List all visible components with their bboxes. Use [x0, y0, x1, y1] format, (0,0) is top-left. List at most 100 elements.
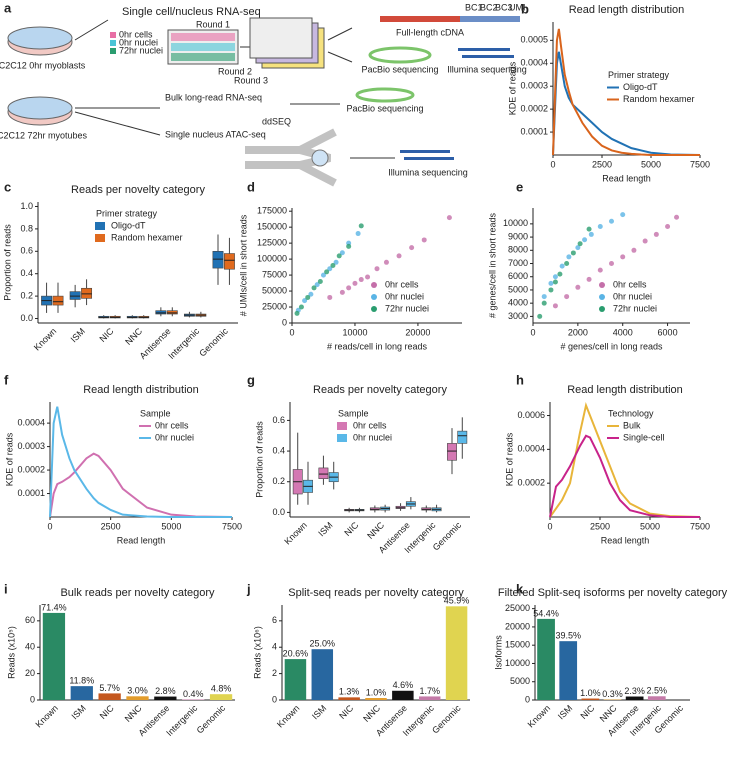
chart-title: Read length distribution [569, 4, 685, 16]
point [564, 294, 570, 300]
box [447, 443, 457, 461]
point [620, 212, 626, 218]
panel-letter: b [521, 1, 529, 16]
x-tick-label: 5000 [640, 521, 660, 531]
point [330, 263, 336, 268]
bar [98, 693, 121, 700]
y-tick-label: 4000 [508, 298, 528, 308]
x-tick-label: Intergenic [164, 703, 199, 738]
point [358, 277, 364, 283]
point [609, 261, 614, 267]
point [575, 284, 581, 290]
y-tick-label: 20 [25, 668, 35, 678]
x-tick-label: NIC [337, 703, 355, 721]
x-tick-label: NIC [98, 703, 116, 721]
legend-label: 0hr nuclei [119, 37, 158, 47]
y-tick-label: 25000 [505, 603, 530, 613]
point [446, 215, 452, 221]
y-tick-label: 0.2 [20, 290, 33, 300]
point [339, 250, 345, 256]
point [537, 313, 543, 319]
barcode-label: UMI [509, 2, 526, 12]
y-tick-label: 15000 [505, 640, 530, 650]
y-tick-label: 0 [525, 694, 530, 704]
cdna-label: Full-length cDNA [396, 27, 464, 37]
bar [445, 606, 468, 700]
plate-row [171, 43, 235, 51]
point [564, 261, 570, 267]
point [355, 231, 361, 237]
point [358, 223, 364, 229]
box [155, 310, 167, 315]
point [317, 278, 323, 284]
y-tick-label: 0.0001 [17, 488, 45, 498]
swatch [110, 48, 116, 54]
x-axis-label: Read length [602, 173, 651, 183]
round-label: Round 3 [234, 75, 268, 85]
point [570, 250, 576, 256]
legend-swatch [95, 222, 105, 230]
kde-line [552, 51, 701, 156]
value-label: 0.4% [183, 689, 204, 699]
swatch [110, 32, 116, 38]
legend-swatch [337, 434, 347, 442]
y-tick-label: 175000 [257, 206, 287, 216]
point [298, 304, 304, 310]
box [52, 295, 64, 306]
point [396, 253, 402, 259]
value-label: 45.9% [444, 596, 470, 606]
point [541, 300, 547, 306]
x-tick-label: Known [275, 703, 302, 730]
bar [338, 697, 360, 700]
chart-title: Split-seq reads per novelty category [288, 587, 464, 599]
legend-label: 0hr cells [155, 420, 189, 430]
value-label: 1.0% [580, 688, 601, 698]
y-axis-label: Isoforms [493, 635, 503, 670]
y-tick-label: 8000 [508, 245, 528, 255]
point [327, 294, 333, 300]
swatch [110, 40, 116, 46]
value-label: 25.0% [310, 639, 336, 649]
y-axis-label: Reads (x10⁶) [252, 626, 262, 679]
bar [284, 659, 307, 700]
x-tick-label: 20000 [405, 327, 430, 337]
x-tick-label: Genomic [430, 703, 463, 736]
bar [625, 696, 644, 700]
bulk-label: Bulk long-read RNA-seq [165, 92, 262, 102]
plate-row [171, 33, 235, 41]
y-axis-label: KDE of reads [507, 61, 517, 115]
chart-title: Read length distribution [567, 384, 683, 396]
legend-label: 0hr cells [119, 29, 153, 39]
arrow [327, 27, 353, 63]
value-label: 4.8% [211, 684, 232, 694]
pacbio-loop [368, 46, 432, 64]
kde-line [49, 452, 233, 518]
legend-label: 72hr nuclei [385, 303, 429, 313]
value-label: 1.0% [366, 687, 387, 697]
x-tick-label: 7500 [222, 521, 242, 531]
legend-label: 0hr nuclei [353, 432, 392, 442]
y-tick-label: 0.6 [272, 415, 285, 425]
panel-letter: a [4, 0, 12, 15]
point [308, 291, 314, 297]
legend-swatch [371, 294, 377, 300]
x-tick-label: 0 [530, 327, 535, 337]
legend-label: 0hr nuclei [613, 291, 652, 301]
y-tick-label: 10000 [503, 218, 528, 228]
bar [209, 694, 233, 700]
box [166, 310, 178, 315]
seq-label: PacBio sequencing [346, 103, 423, 113]
y-tick-label: 9000 [508, 231, 528, 241]
x-tick-label: Known [526, 703, 553, 730]
plate [249, 17, 313, 59]
bar [126, 696, 149, 700]
point [311, 285, 317, 291]
x-tick-label: Genomic [431, 520, 464, 553]
point [383, 259, 389, 265]
y-tick-label: 4 [272, 642, 277, 652]
method-title: Single cell/nucleus RNA-seq [122, 6, 261, 18]
point [548, 280, 554, 286]
barcode-label: BC1 [465, 2, 483, 12]
panel-letter: f [4, 372, 9, 387]
barcode-bar [460, 16, 520, 22]
